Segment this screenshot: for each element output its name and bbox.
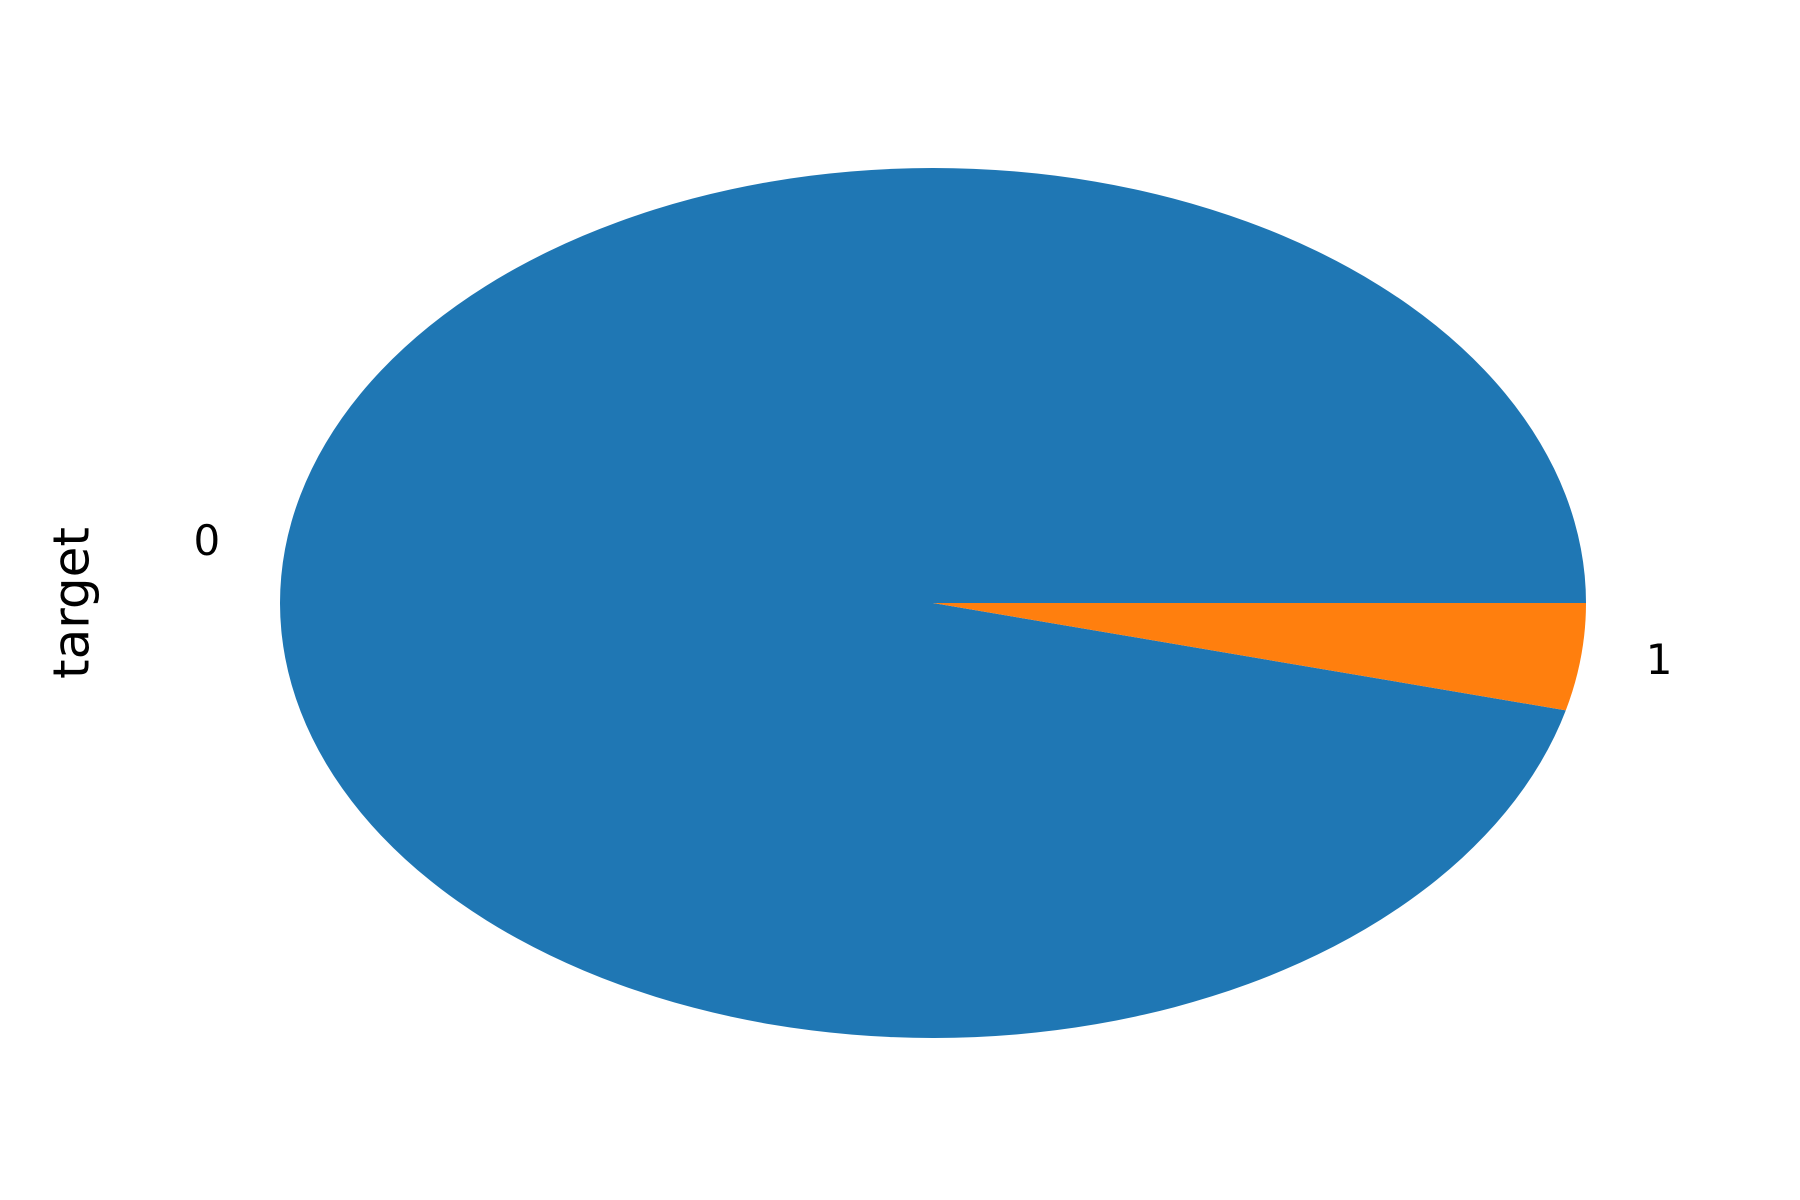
y-axis-label: target — [43, 527, 101, 679]
slice-label-1: 1 — [1646, 635, 1673, 684]
slice-label-0: 0 — [194, 516, 221, 565]
pie-slices — [280, 168, 1586, 1038]
